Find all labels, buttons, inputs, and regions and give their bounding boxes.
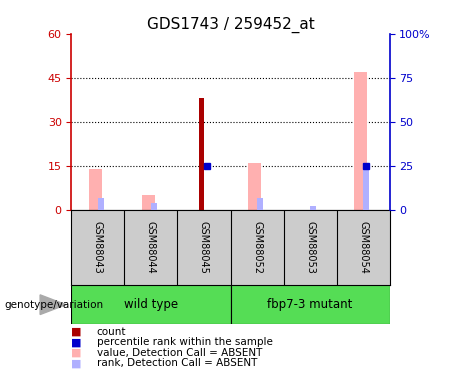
Bar — [257, 198, 263, 210]
Text: ■: ■ — [71, 338, 82, 347]
Text: ■: ■ — [71, 358, 82, 368]
Text: rank, Detection Call = ABSENT: rank, Detection Call = ABSENT — [97, 358, 257, 368]
Text: genotype/variation: genotype/variation — [5, 300, 104, 309]
Text: value, Detection Call = ABSENT: value, Detection Call = ABSENT — [97, 348, 262, 358]
Text: GSM88044: GSM88044 — [146, 221, 156, 274]
Text: ■: ■ — [71, 327, 82, 337]
Text: GSM88054: GSM88054 — [358, 221, 368, 274]
Bar — [230, 285, 390, 324]
Text: fbp7-3 mutant: fbp7-3 mutant — [267, 298, 353, 311]
Text: wild type: wild type — [124, 298, 178, 311]
Text: count: count — [97, 327, 126, 337]
Bar — [71, 285, 230, 324]
Text: GSM88052: GSM88052 — [252, 221, 262, 274]
Bar — [142, 195, 155, 210]
Text: ■: ■ — [71, 348, 82, 358]
Bar — [363, 166, 369, 210]
Text: percentile rank within the sample: percentile rank within the sample — [97, 338, 273, 347]
Bar — [98, 198, 104, 210]
Text: GSM88045: GSM88045 — [199, 221, 209, 274]
Text: GDS1743 / 259452_at: GDS1743 / 259452_at — [147, 17, 314, 33]
Bar — [151, 203, 157, 210]
Bar — [89, 169, 102, 210]
Bar — [248, 163, 261, 210]
Bar — [310, 207, 316, 210]
Text: GSM88053: GSM88053 — [305, 221, 315, 274]
Polygon shape — [40, 295, 66, 315]
Bar — [199, 98, 204, 210]
Text: GSM88043: GSM88043 — [93, 221, 103, 274]
Bar — [354, 72, 367, 210]
